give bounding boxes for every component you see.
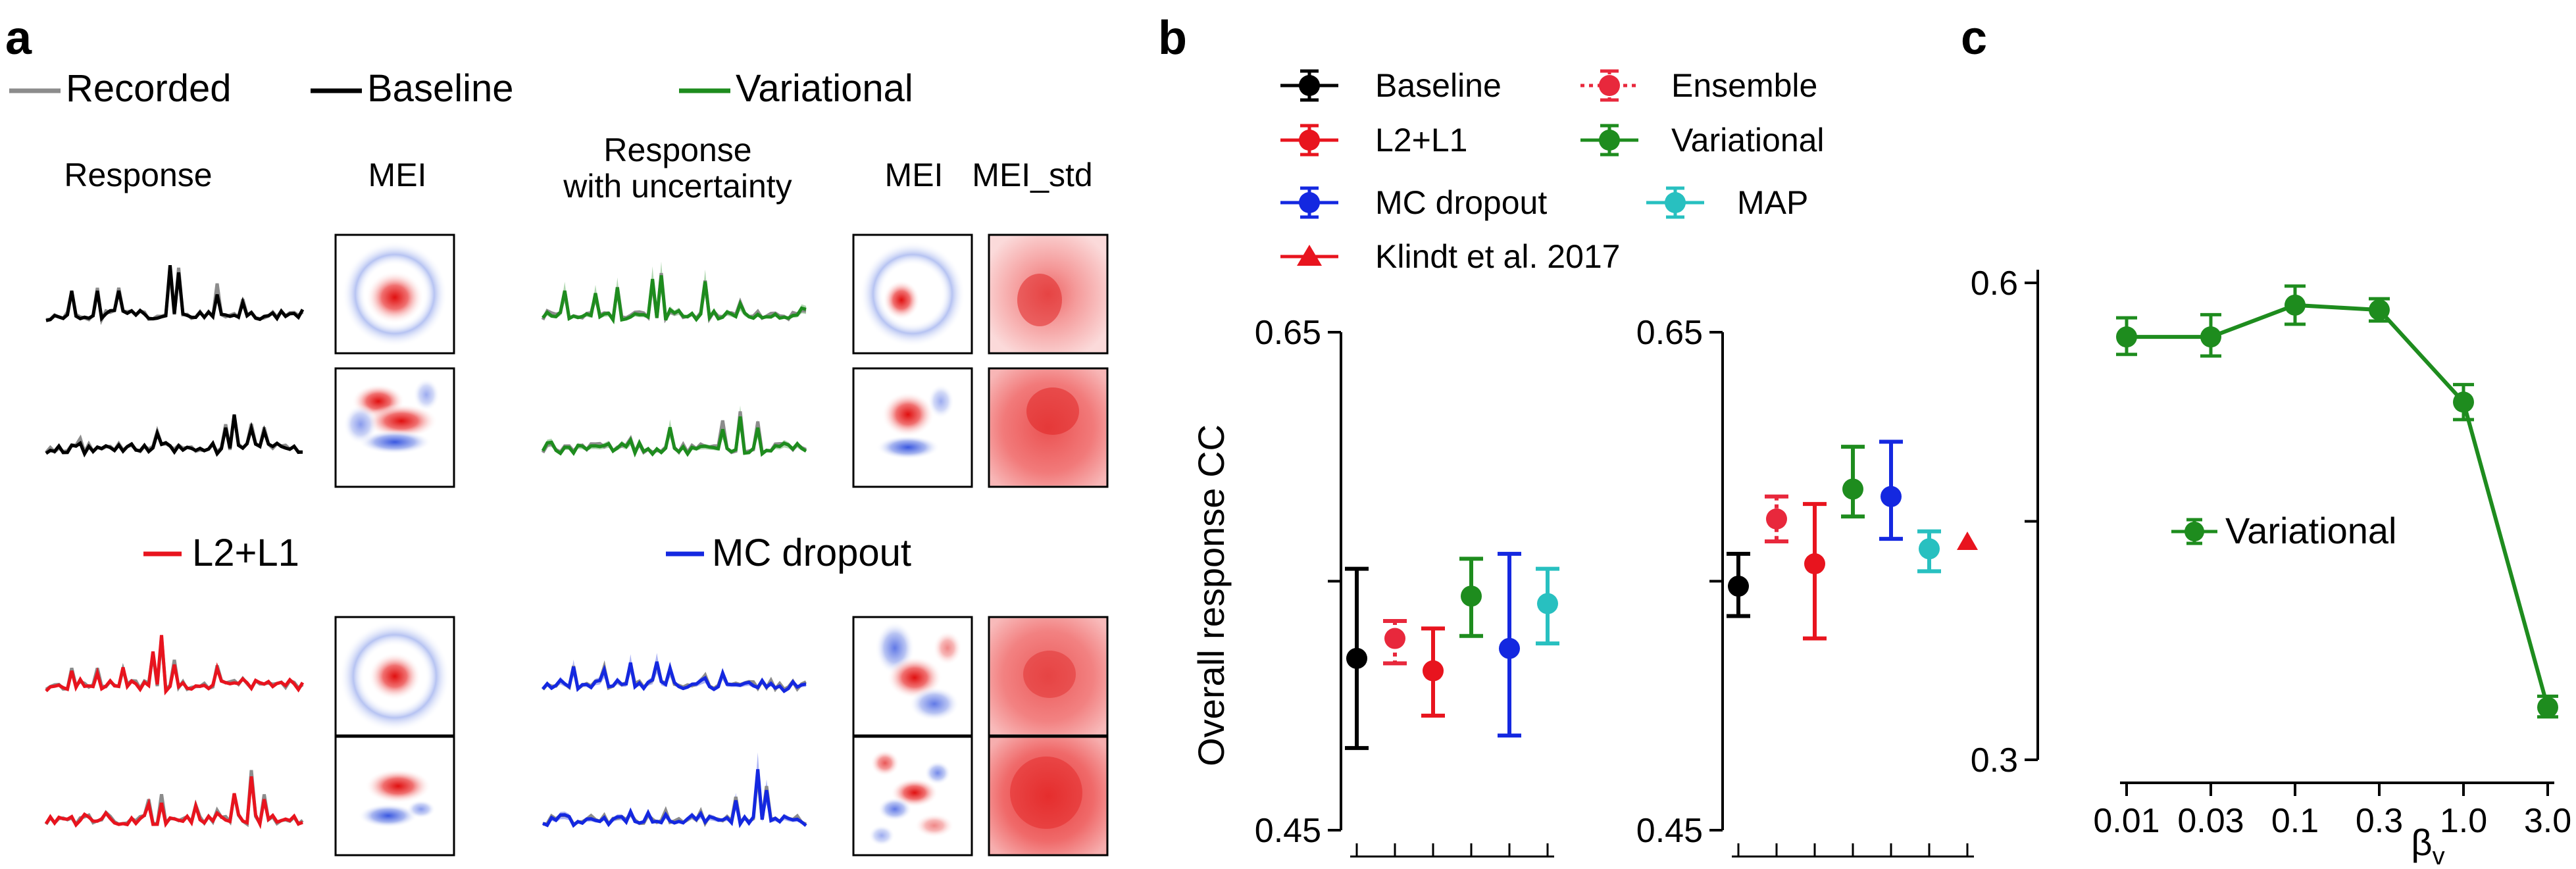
chart-b-right: 0.65 0.45 (1636, 314, 1978, 858)
mei-l2l1-2 (334, 735, 455, 857)
legend-label-l2l1-b: L2+L1 (1375, 122, 1467, 159)
panel-letter-b: b (1158, 12, 1187, 64)
legend-label-variational-c: Variational (2225, 510, 2396, 551)
mei-mcdropout-1 (852, 616, 973, 737)
mei-variational-1 (852, 234, 973, 355)
mei-mcdropout-2 (852, 735, 973, 857)
b-left-map-point (1537, 593, 1558, 614)
b-left-mc-dropout-point (1499, 637, 1520, 659)
chart-b-left: 0.65 0.45 (1255, 314, 1559, 858)
legend-label-mcdropout-a: MC dropout (712, 532, 911, 574)
b-right-y-tick-label-0: 0.65 (1636, 314, 1703, 352)
c-y-tick-label-0: 0.6 (1971, 264, 2018, 303)
b-right-map-point (1919, 538, 1940, 560)
b-right-mc-dropout-point (1881, 485, 1902, 507)
legend-label-baseline: Baseline (367, 67, 513, 110)
panel-c: c 0.6 0.3 0.01 0.03 0.1 0.3 1.0 3.0 Variational… (1961, 12, 2571, 869)
trace-l2l1-1-model (45, 635, 305, 696)
trace-variational-2-model (541, 416, 807, 458)
c-x-tick-label-0: 0.01 (2093, 802, 2159, 840)
legend-item-baseline: Baseline (1280, 67, 1502, 104)
c-point-4 (2453, 391, 2474, 413)
c-series-line-variational (2127, 303, 2550, 708)
panel-a: a Recorded Baseline Variational Response… (5, 12, 1109, 857)
legend-label-variational-b: Variational (1671, 122, 1825, 159)
trace-baseline-2-model (45, 414, 303, 458)
panel-b-ylabel: Overall response CC (1190, 424, 1232, 766)
panel-letter-c: c (1961, 12, 1987, 64)
b-right-baseline-point (1728, 576, 1749, 597)
mei-std-variational-1 (988, 234, 1109, 355)
panel-b-legend: Baseline Ensemble L2+L1 (1280, 67, 1825, 275)
panel-b: b Baseline Ensemble (1158, 12, 1978, 858)
legend-label-recorded: Recorded (66, 67, 231, 110)
b-left-ensemble-point (1384, 628, 1405, 649)
b-right-l2-l1-point (1804, 553, 1825, 575)
b-left-y-tick-label-0: 0.65 (1255, 314, 1321, 352)
c-x-tick-label-5: 3.0 (2524, 802, 2571, 840)
header-mei-right: MEI (885, 157, 944, 193)
b-left-variational-point (1461, 585, 1482, 607)
mei-std-mcdropout-2 (988, 735, 1109, 857)
legend-label-klindt-b: Klindt et al. 2017 (1375, 238, 1621, 275)
mei-l2l1-1 (334, 616, 455, 737)
b-left-y-tick-label-1: 0.45 (1255, 812, 1321, 850)
mei-baseline-2 (334, 367, 455, 488)
c-point-3 (2369, 299, 2390, 321)
legend-label-l2l1-a: L2+L1 (192, 532, 299, 574)
header-mei-std: MEI_std (972, 157, 1092, 193)
b-right-klindt-et-al-2017-marker (1957, 531, 1978, 550)
b-left-l2-l1-point (1423, 660, 1444, 682)
trace-l2l1-1-recorded (45, 637, 304, 693)
panel-a-legend: Recorded Baseline Variational (9, 67, 913, 110)
legend-label-mcdropout-b: MC dropout (1375, 184, 1547, 221)
c-x-tick-label-1: 0.03 (2177, 802, 2244, 840)
legend-item-klindt: Klindt et al. 2017 (1280, 238, 1621, 275)
mei-std-mcdropout-1 (988, 616, 1109, 737)
legend-item-mcdropout: MC dropout (1280, 184, 1547, 221)
trace-variational-1-model (542, 275, 807, 325)
legend-label-ensemble-b: Ensemble (1671, 67, 1817, 104)
panel-c-legend: Variational (2171, 510, 2396, 551)
panel-letter-a: a (5, 12, 32, 64)
mei-std-variational-2 (988, 367, 1109, 488)
header-mei-left: MEI (368, 157, 427, 193)
legend-item-variational: Variational (1580, 122, 1825, 159)
trace-mcdropout-2-model (542, 769, 807, 828)
c-point-1 (2200, 326, 2221, 348)
response-traces (44, 261, 807, 830)
b-right-ensemble-point (1766, 508, 1787, 530)
legend-item-ensemble: Ensemble (1580, 67, 1817, 104)
legend-label-baseline-b: Baseline (1375, 67, 1502, 104)
legend-label-map-b: MAP (1737, 184, 1808, 221)
trace-baseline-1-model (45, 264, 305, 322)
c-point-5 (2537, 697, 2558, 718)
panel-c-xlabel: βv (2411, 822, 2444, 869)
legend-item-map: MAP (1646, 184, 1808, 221)
chart-c: 0.6 0.3 0.01 0.03 0.1 0.3 1.0 3.0 (1971, 264, 2571, 840)
legend-label-variational: Variational (736, 67, 913, 110)
c-y-tick-label-1: 0.3 (1971, 741, 2018, 780)
c-point-0 (2116, 326, 2137, 348)
mei-variational-2 (852, 367, 973, 488)
panel-c-xlabel-sub: v (2433, 843, 2445, 869)
b-right-y-tick-label-1: 0.45 (1636, 812, 1703, 850)
c-point-2 (2285, 294, 2306, 316)
b-left-baseline-point (1346, 647, 1367, 669)
panel-c-xlabel-main: β (2411, 822, 2432, 863)
c-x-tick-label-2: 0.1 (2271, 802, 2319, 840)
legend-item-l2l1: L2+L1 (1280, 122, 1467, 159)
header-response-uncertainty-line1: Response (603, 132, 751, 168)
trace-l2l1-2-model (44, 776, 303, 830)
header-response: Response (64, 157, 212, 193)
c-x-tick-label-4: 1.0 (2440, 802, 2487, 840)
mei-baseline-1 (334, 234, 455, 355)
trace-mcdropout-1-model (542, 661, 807, 693)
header-response-uncertainty-line2: with uncertainty (563, 168, 792, 205)
b-right-variational-point (1842, 478, 1863, 500)
c-x-tick-label-3: 0.3 (2356, 802, 2403, 840)
